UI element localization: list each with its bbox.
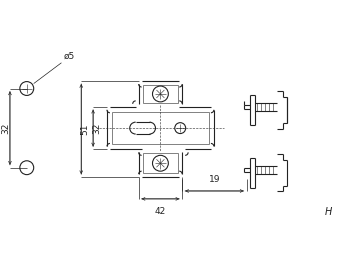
Text: 42: 42 [155, 207, 166, 216]
Text: ø5: ø5 [63, 52, 75, 61]
Text: 32: 32 [92, 122, 102, 134]
Text: H: H [325, 207, 332, 217]
Text: 19: 19 [209, 175, 220, 184]
Text: 32: 32 [1, 122, 10, 134]
Text: 51: 51 [81, 123, 90, 135]
